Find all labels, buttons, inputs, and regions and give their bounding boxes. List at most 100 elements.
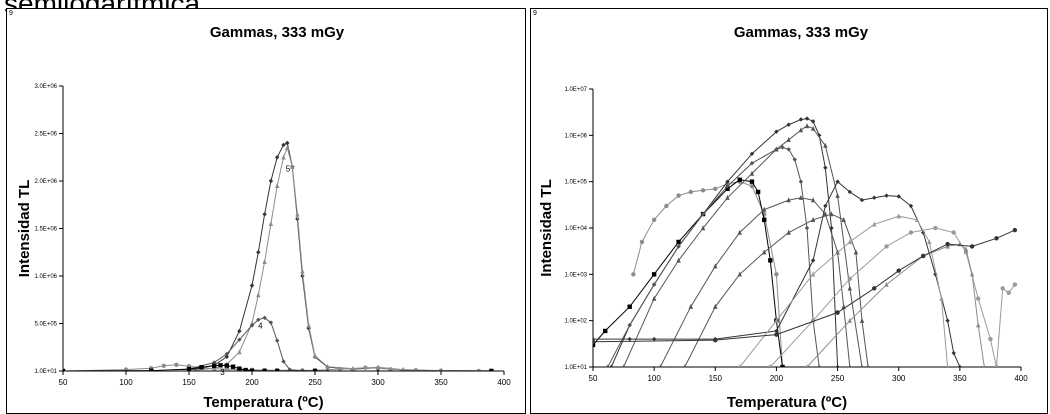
series-5 xyxy=(63,363,494,371)
series-line xyxy=(63,146,492,371)
x-tick-label: 400 xyxy=(497,378,511,387)
x-tick-label: 150 xyxy=(709,374,723,383)
series-line xyxy=(623,125,863,367)
data-point xyxy=(688,303,694,309)
data-point xyxy=(835,364,840,367)
data-point xyxy=(489,368,494,371)
data-point xyxy=(810,271,816,277)
data-point xyxy=(224,363,229,368)
data-point xyxy=(933,225,938,231)
data-point xyxy=(1006,290,1011,295)
data-point xyxy=(725,186,730,192)
data-point xyxy=(237,366,242,371)
y-tick-label: 5.0E+05 xyxy=(34,322,57,328)
data-point xyxy=(713,263,718,269)
data-point xyxy=(810,119,816,124)
data-point xyxy=(438,368,444,371)
series-6 xyxy=(659,194,852,367)
data-point xyxy=(268,220,274,226)
data-point xyxy=(774,332,779,337)
x-tick-label: 250 xyxy=(308,378,322,387)
data-point xyxy=(847,317,852,323)
data-point xyxy=(186,366,192,371)
data-point xyxy=(700,188,706,193)
data-point xyxy=(593,342,596,348)
x-tick-label: 100 xyxy=(647,374,661,383)
chart-panel-linear: 9 Gammas, 333 mGy 50 100 150 200 250 300 350 400… xyxy=(6,8,526,414)
chart-semilog: Gammas, 333 mGy 50 100 150 200 250 300 350 400 1.… xyxy=(538,24,1028,411)
data-point xyxy=(957,364,963,367)
y-tick-label: 1.0E+05 xyxy=(564,180,587,186)
x-tick-label: 350 xyxy=(953,374,967,383)
y-tick-label: 2.0E+06 xyxy=(34,179,57,185)
data-point xyxy=(908,230,914,235)
data-point xyxy=(848,364,852,367)
y-tick-label: 2.5E+06 xyxy=(34,132,57,138)
y-tick-label: 1.0E+01 xyxy=(564,365,587,371)
data-point xyxy=(983,364,986,367)
data-point xyxy=(237,349,242,355)
curve-annotation: 4 xyxy=(258,321,263,330)
data-point xyxy=(798,194,804,200)
series-1 xyxy=(63,140,494,371)
data-point xyxy=(262,368,267,371)
y-tick-label: 1.0E+06 xyxy=(564,133,587,139)
data-point xyxy=(639,239,645,245)
data-point xyxy=(275,155,280,160)
x-tick-label: 50 xyxy=(589,374,598,383)
data-point xyxy=(786,137,791,143)
y-tick-label: 1.0E+03 xyxy=(564,272,587,278)
data-point xyxy=(780,145,785,150)
data-point xyxy=(388,367,393,371)
data-point xyxy=(413,368,418,371)
data-point xyxy=(804,123,810,129)
y-tick-label: 3.0E+06 xyxy=(34,84,57,90)
data-point xyxy=(275,368,280,371)
data-point xyxy=(230,364,236,369)
data-point xyxy=(256,292,261,298)
data-point xyxy=(281,154,286,160)
data-point xyxy=(281,359,286,364)
data-point xyxy=(676,193,681,198)
data-point xyxy=(622,364,625,367)
data-point xyxy=(338,366,343,371)
series-line xyxy=(610,118,839,367)
data-point xyxy=(275,182,280,188)
data-point xyxy=(725,183,730,189)
y-tick-label: 1.0E+01 xyxy=(34,369,57,375)
data-point xyxy=(149,368,154,371)
data-point xyxy=(312,353,318,359)
data-point xyxy=(798,127,804,133)
data-point xyxy=(218,363,223,368)
panel-id-label: 9 xyxy=(533,10,537,17)
data-point xyxy=(651,295,657,301)
data-point xyxy=(786,229,791,235)
data-point xyxy=(847,239,852,245)
data-point xyxy=(683,364,686,367)
data-point xyxy=(700,225,706,231)
data-point xyxy=(896,194,901,199)
data-point xyxy=(268,320,274,325)
data-point xyxy=(884,244,889,249)
x-axis-title: Temperatura (ºC) xyxy=(203,394,323,411)
data-point xyxy=(256,250,261,255)
data-point xyxy=(627,304,632,309)
data-point xyxy=(829,225,834,231)
data-point xyxy=(994,364,999,367)
data-point xyxy=(199,365,204,370)
data-point xyxy=(810,125,816,131)
x-axis-title: Temperatura (ºC) xyxy=(727,394,847,411)
data-point xyxy=(249,283,255,288)
data-point xyxy=(603,328,608,334)
data-point xyxy=(798,179,804,184)
data-point xyxy=(676,257,681,263)
data-point xyxy=(853,249,859,255)
data-point xyxy=(847,285,852,291)
data-point xyxy=(363,365,368,370)
data-point xyxy=(914,217,920,223)
series-5 xyxy=(622,123,864,367)
data-point xyxy=(792,157,797,162)
curve-annotation: 5 xyxy=(286,165,291,174)
data-point xyxy=(804,116,810,121)
data-point xyxy=(755,189,761,195)
